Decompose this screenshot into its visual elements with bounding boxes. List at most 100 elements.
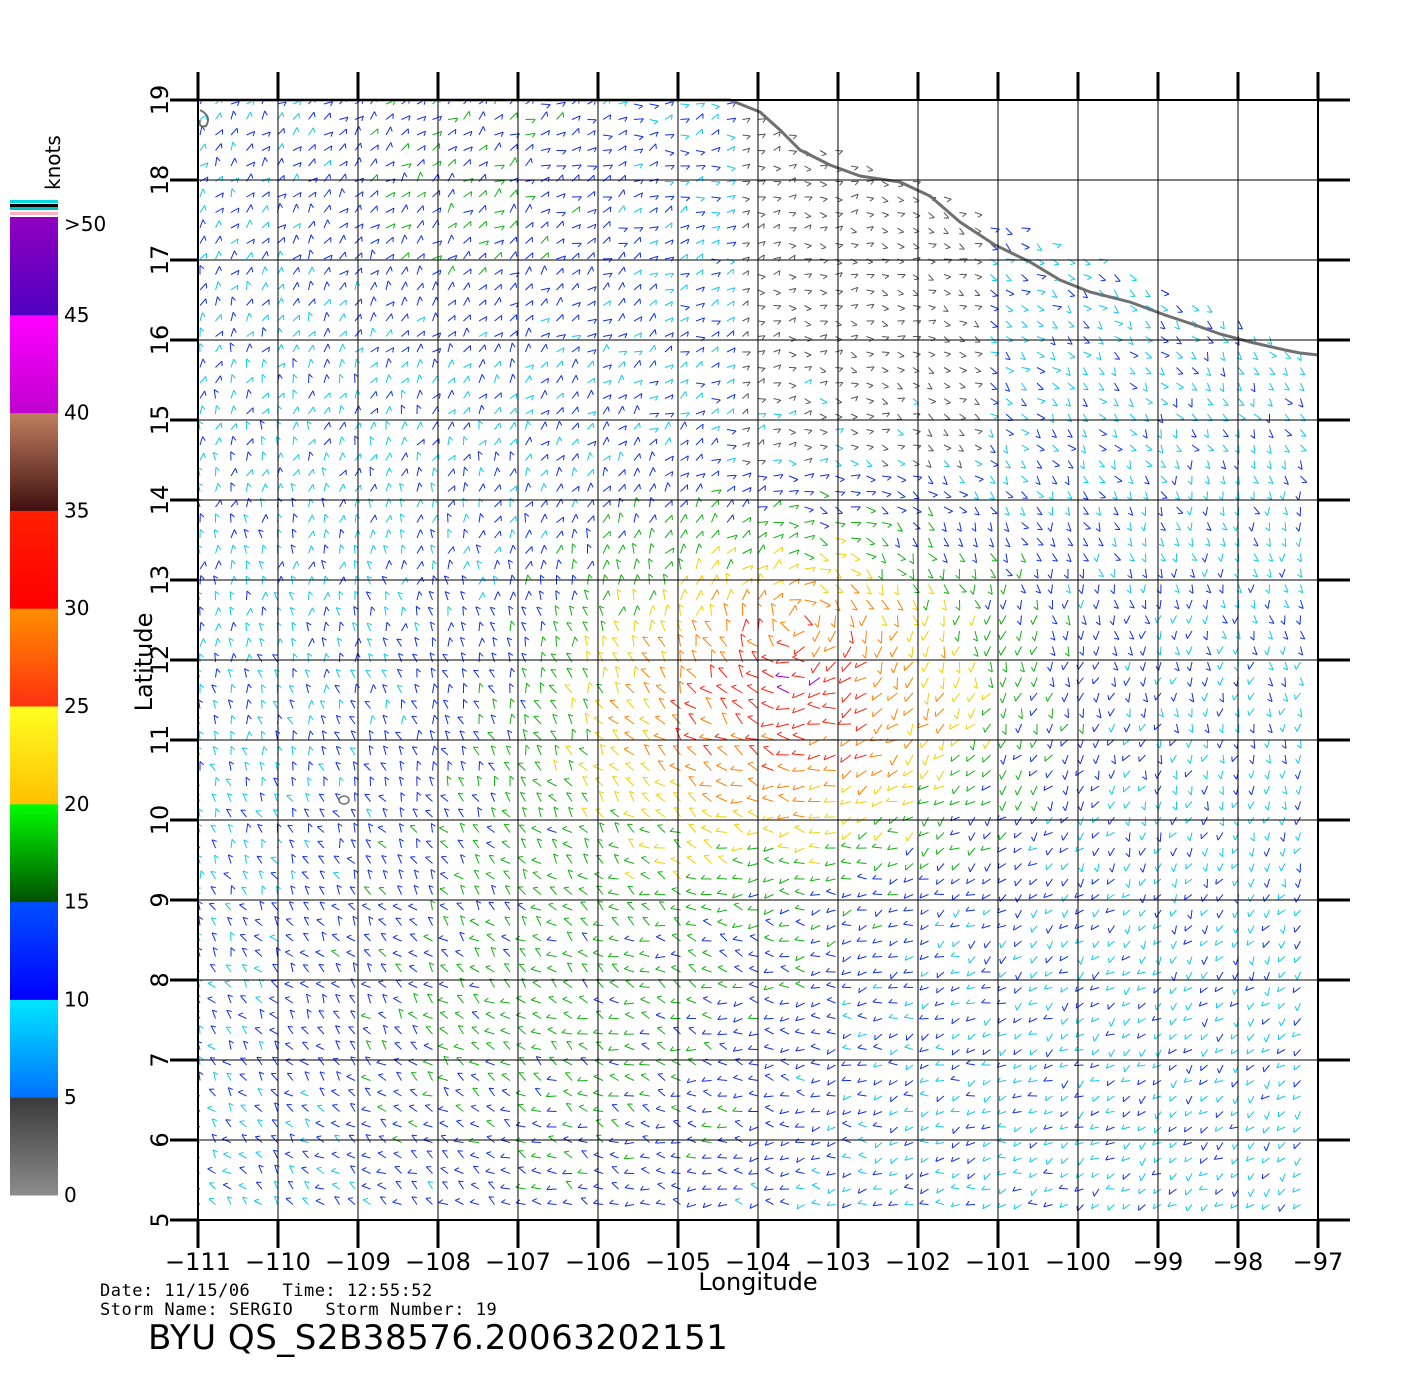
wind-vector <box>370 407 378 415</box>
wind-vector <box>230 405 234 415</box>
wind-vector <box>1021 274 1029 281</box>
wind-vector <box>525 364 534 368</box>
wind-vector <box>680 284 688 291</box>
wind-vector <box>243 545 247 554</box>
wind-vector <box>1095 646 1100 656</box>
wind-vector-barb <box>594 237 596 244</box>
wind-vector-barb <box>467 297 471 303</box>
wind-vector-barb <box>792 367 797 372</box>
wind-vector <box>742 270 749 275</box>
wind-vector-barb <box>790 432 796 436</box>
wind-vector-barb <box>212 451 218 456</box>
wind-vector-barb <box>887 524 893 529</box>
wind-vector-barb <box>656 684 662 687</box>
wind-vector <box>1143 584 1146 594</box>
wind-vector-barb <box>973 325 979 328</box>
wind-vector <box>540 287 550 291</box>
wind-vector <box>354 281 358 291</box>
wind-vector <box>1033 677 1038 687</box>
wind-vector-barb <box>1140 681 1144 687</box>
wind-vector <box>695 113 704 120</box>
wind-vector <box>881 351 890 353</box>
wind-vector-barb <box>501 225 505 231</box>
wind-vector <box>788 504 799 508</box>
wind-vector-barb <box>350 669 356 672</box>
wind-vector-barb <box>810 667 814 674</box>
wind-vector <box>711 362 720 368</box>
wind-vector <box>680 305 690 308</box>
wind-vector <box>974 491 980 500</box>
wind-vector-barb <box>200 621 205 627</box>
wind-vector <box>556 392 564 399</box>
wind-vector-barb <box>384 606 390 610</box>
wind-vector-barb <box>856 506 861 511</box>
wind-vector <box>494 484 501 492</box>
wind-vector <box>397 592 402 601</box>
wind-vector <box>804 243 812 247</box>
wind-vector <box>663 573 666 585</box>
wind-vector <box>757 350 766 353</box>
wind-vector <box>788 563 799 570</box>
wind-vector <box>1145 615 1151 624</box>
wind-vector <box>649 438 657 446</box>
wind-vector <box>611 637 619 647</box>
wind-vector <box>959 305 967 307</box>
wind-vector-barb <box>962 398 967 403</box>
wind-vector <box>742 589 748 601</box>
wind-vector <box>323 237 332 244</box>
wind-vector-barb <box>781 547 784 553</box>
wind-vector <box>540 332 550 337</box>
wind-vector-barb <box>281 157 284 163</box>
wind-vector <box>473 669 480 678</box>
wind-vector <box>1083 522 1091 529</box>
wind-vector-barb <box>1163 341 1169 344</box>
wind-vector-barb <box>215 513 220 518</box>
wind-vector <box>1021 382 1027 391</box>
wind-vector <box>881 475 892 478</box>
wind-vector-barb <box>669 437 672 443</box>
wind-vector <box>1036 460 1043 469</box>
wind-vector <box>1129 289 1136 297</box>
wind-vector-barb <box>388 498 392 504</box>
wind-vector <box>1204 615 1208 624</box>
wind-vector <box>370 390 377 399</box>
wind-vector <box>928 491 938 496</box>
wind-vector-barb <box>1220 466 1226 470</box>
wind-vector <box>649 451 653 461</box>
wind-vector <box>943 212 950 219</box>
wind-vector-barb <box>1030 666 1035 672</box>
wind-vector <box>695 473 706 477</box>
wind-vector <box>928 351 936 356</box>
wind-vector-barb <box>839 225 844 231</box>
wind-vector-barb <box>314 100 316 103</box>
wind-vector <box>649 590 655 601</box>
wind-vector-barb <box>584 589 590 593</box>
wind-vector <box>524 513 526 523</box>
wind-vector-barb <box>894 544 900 548</box>
wind-vector <box>540 361 548 368</box>
wind-vector <box>865 646 867 659</box>
wind-vector <box>680 150 690 154</box>
wind-vector-barb <box>199 529 205 534</box>
wind-vector <box>323 374 328 384</box>
wind-vector <box>215 250 220 260</box>
wind-vector-barb <box>578 269 581 275</box>
wind-vector-barb <box>723 603 729 607</box>
wind-vector <box>757 521 769 523</box>
wind-vector <box>463 130 473 136</box>
wind-vector <box>432 393 441 399</box>
wind-vector-barb <box>248 312 253 318</box>
wind-vector-barb <box>1095 621 1101 626</box>
wind-vector <box>897 568 907 575</box>
wind-vector <box>556 314 564 322</box>
wind-vector-barb <box>299 254 302 260</box>
wind-vector-barb <box>1247 664 1250 670</box>
wind-vector <box>354 347 364 353</box>
wind-vector <box>974 367 982 372</box>
wind-vector <box>323 421 330 430</box>
wind-vector-barb <box>1235 481 1240 486</box>
wind-vector <box>1160 568 1163 579</box>
wind-vector <box>571 438 579 446</box>
wind-vector-barb <box>609 485 611 491</box>
wind-vector-barb <box>655 207 658 213</box>
